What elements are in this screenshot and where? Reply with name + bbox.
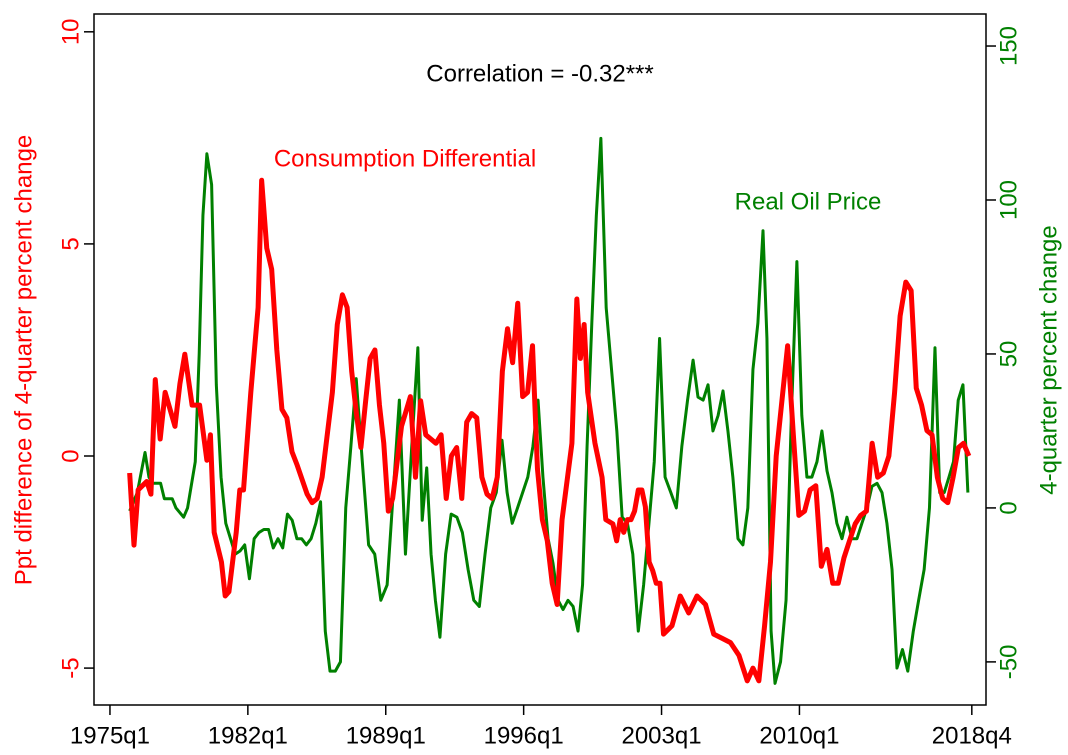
- x-tick-label: 1982q1: [208, 722, 288, 749]
- x-tick-label: 2010q1: [759, 722, 839, 749]
- y2-tick-label: 100: [995, 180, 1022, 220]
- y2-tick-label: 50: [995, 341, 1022, 368]
- y-tick-label: -5: [57, 657, 84, 678]
- x-tick-label: 2018q4: [932, 722, 1012, 749]
- x-tick-label: 2003q1: [621, 722, 701, 749]
- y2-tick-label: -50: [995, 645, 1022, 680]
- y2-axis-title: 4-quarter percent change: [1035, 225, 1062, 495]
- annotation: Correlation = -0.32***: [426, 60, 653, 87]
- x-tick-label: 1996q1: [484, 722, 564, 749]
- y-tick-label: 5: [57, 237, 84, 250]
- y2-tick-label: 150: [995, 26, 1022, 66]
- x-tick-label: 1975q1: [70, 722, 150, 749]
- y-axis-title: Ppt difference of 4-quarter percent chan…: [10, 135, 37, 586]
- y2-tick-label: 0: [995, 501, 1022, 514]
- x-tick-label: 1989q1: [346, 722, 426, 749]
- series-line: [128, 136, 970, 685]
- plot-frame: [93, 13, 987, 706]
- annotation: Real Oil Price: [735, 188, 882, 215]
- y-tick-label: 0: [57, 449, 84, 462]
- series-line: [127, 177, 972, 684]
- y-tick-label: 10: [57, 18, 84, 45]
- annotation: Consumption Differential: [274, 145, 536, 172]
